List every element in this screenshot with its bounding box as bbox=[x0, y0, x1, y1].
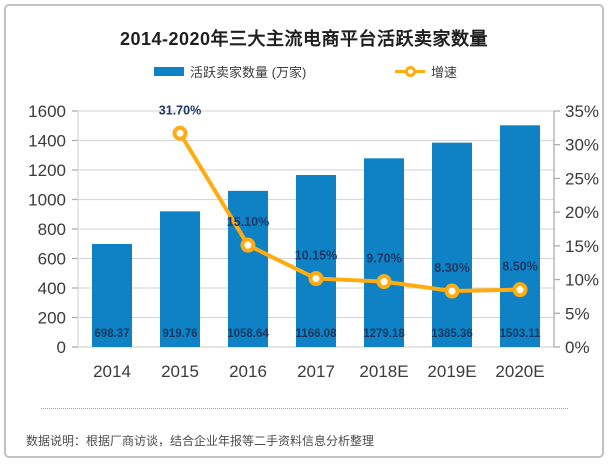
left-axis-label: 800 bbox=[38, 220, 66, 239]
bar-value-label: 698.37 bbox=[94, 328, 129, 340]
x-axis-label: 2014 bbox=[93, 362, 131, 381]
x-axis-label: 2015 bbox=[161, 362, 199, 381]
bar-value-label: 919.76 bbox=[162, 328, 197, 340]
x-axis-label: 2017 bbox=[297, 362, 335, 381]
growth-marker bbox=[444, 283, 460, 299]
growth-marker bbox=[376, 274, 392, 290]
chart-plot-area: 0 200 400 600 800 1000 1200 1400 1600 0% 5% 10% 15% 2… bbox=[28, 102, 599, 381]
bar bbox=[364, 158, 404, 347]
left-axis-label: 400 bbox=[38, 279, 66, 298]
right-axis-label: 25% bbox=[565, 169, 599, 188]
bar bbox=[228, 190, 268, 347]
x-axis-label: 2018E bbox=[359, 362, 408, 381]
bar bbox=[92, 243, 132, 347]
line-series-swatch-icon bbox=[395, 66, 425, 77]
growth-pct-label: 31.70% bbox=[159, 103, 201, 117]
right-axis-label: 0% bbox=[565, 338, 590, 357]
bar-value-label: 1503.11 bbox=[500, 328, 542, 340]
x-axis-label: 2016 bbox=[229, 362, 267, 381]
growth-pct-label: 10.15% bbox=[295, 249, 337, 263]
right-axis-label: 30% bbox=[565, 136, 599, 155]
legend-label-growth-rate: 增速 bbox=[431, 64, 458, 80]
growth-marker bbox=[172, 125, 188, 141]
legend-item-growth-rate: 增速 bbox=[395, 61, 457, 81]
growth-pct-label: 8.30% bbox=[434, 261, 469, 275]
growth-marker bbox=[308, 271, 324, 287]
right-axis-label: 10% bbox=[565, 271, 599, 290]
right-axis-label: 35% bbox=[565, 102, 599, 121]
bar-value-label: 1385.36 bbox=[431, 328, 473, 340]
growth-pct-label: 15.10% bbox=[227, 215, 269, 229]
x-axis-label: 2020E bbox=[495, 362, 544, 381]
chart-card: 2014-2020年三大主流电商平台活跃卖家数量 活跃卖家数量 (万家) 增速 … bbox=[4, 4, 604, 458]
left-axis-label: 1600 bbox=[28, 102, 66, 121]
line-marker-icon bbox=[405, 66, 416, 77]
bar bbox=[432, 142, 472, 347]
growth-pct-label: 8.50% bbox=[502, 260, 537, 274]
growth-line bbox=[178, 132, 521, 294]
left-axis-label: 600 bbox=[38, 250, 66, 269]
x-axis-label: 2019E bbox=[427, 362, 476, 381]
bar-value-label: 1058.64 bbox=[227, 328, 269, 340]
left-axis-label: 1000 bbox=[28, 191, 66, 210]
source-note: 数据说明：根据厂商访谈，结合企业年报等二手资料信息分析整理 bbox=[26, 434, 375, 448]
bar-series-swatch-icon bbox=[154, 66, 184, 76]
bar bbox=[296, 175, 336, 347]
growth-marker bbox=[240, 237, 256, 253]
growth-pct-label: 9.70% bbox=[366, 252, 401, 266]
bar-value-label: 1166.08 bbox=[296, 328, 338, 340]
legend-label-active-sellers: 活跃卖家数量 (万家) bbox=[190, 64, 307, 80]
bar-value-label: 1279.18 bbox=[363, 328, 405, 340]
right-axis-label: 5% bbox=[565, 304, 590, 323]
bar bbox=[500, 125, 540, 347]
legend-item-active-sellers: 活跃卖家数量 (万家) bbox=[154, 61, 306, 81]
right-axis-label: 15% bbox=[565, 237, 599, 256]
left-axis-label: 1400 bbox=[28, 132, 66, 151]
bar bbox=[160, 211, 200, 347]
chart-title: 2014-2020年三大主流电商平台活跃卖家数量 bbox=[119, 29, 489, 49]
left-axis-label: 1200 bbox=[28, 161, 66, 180]
dotted-divider bbox=[41, 408, 568, 409]
growth-marker bbox=[512, 282, 528, 298]
left-axis-label: 0 bbox=[57, 338, 66, 357]
left-axis-label: 200 bbox=[38, 309, 66, 328]
right-axis-label: 20% bbox=[565, 203, 599, 222]
